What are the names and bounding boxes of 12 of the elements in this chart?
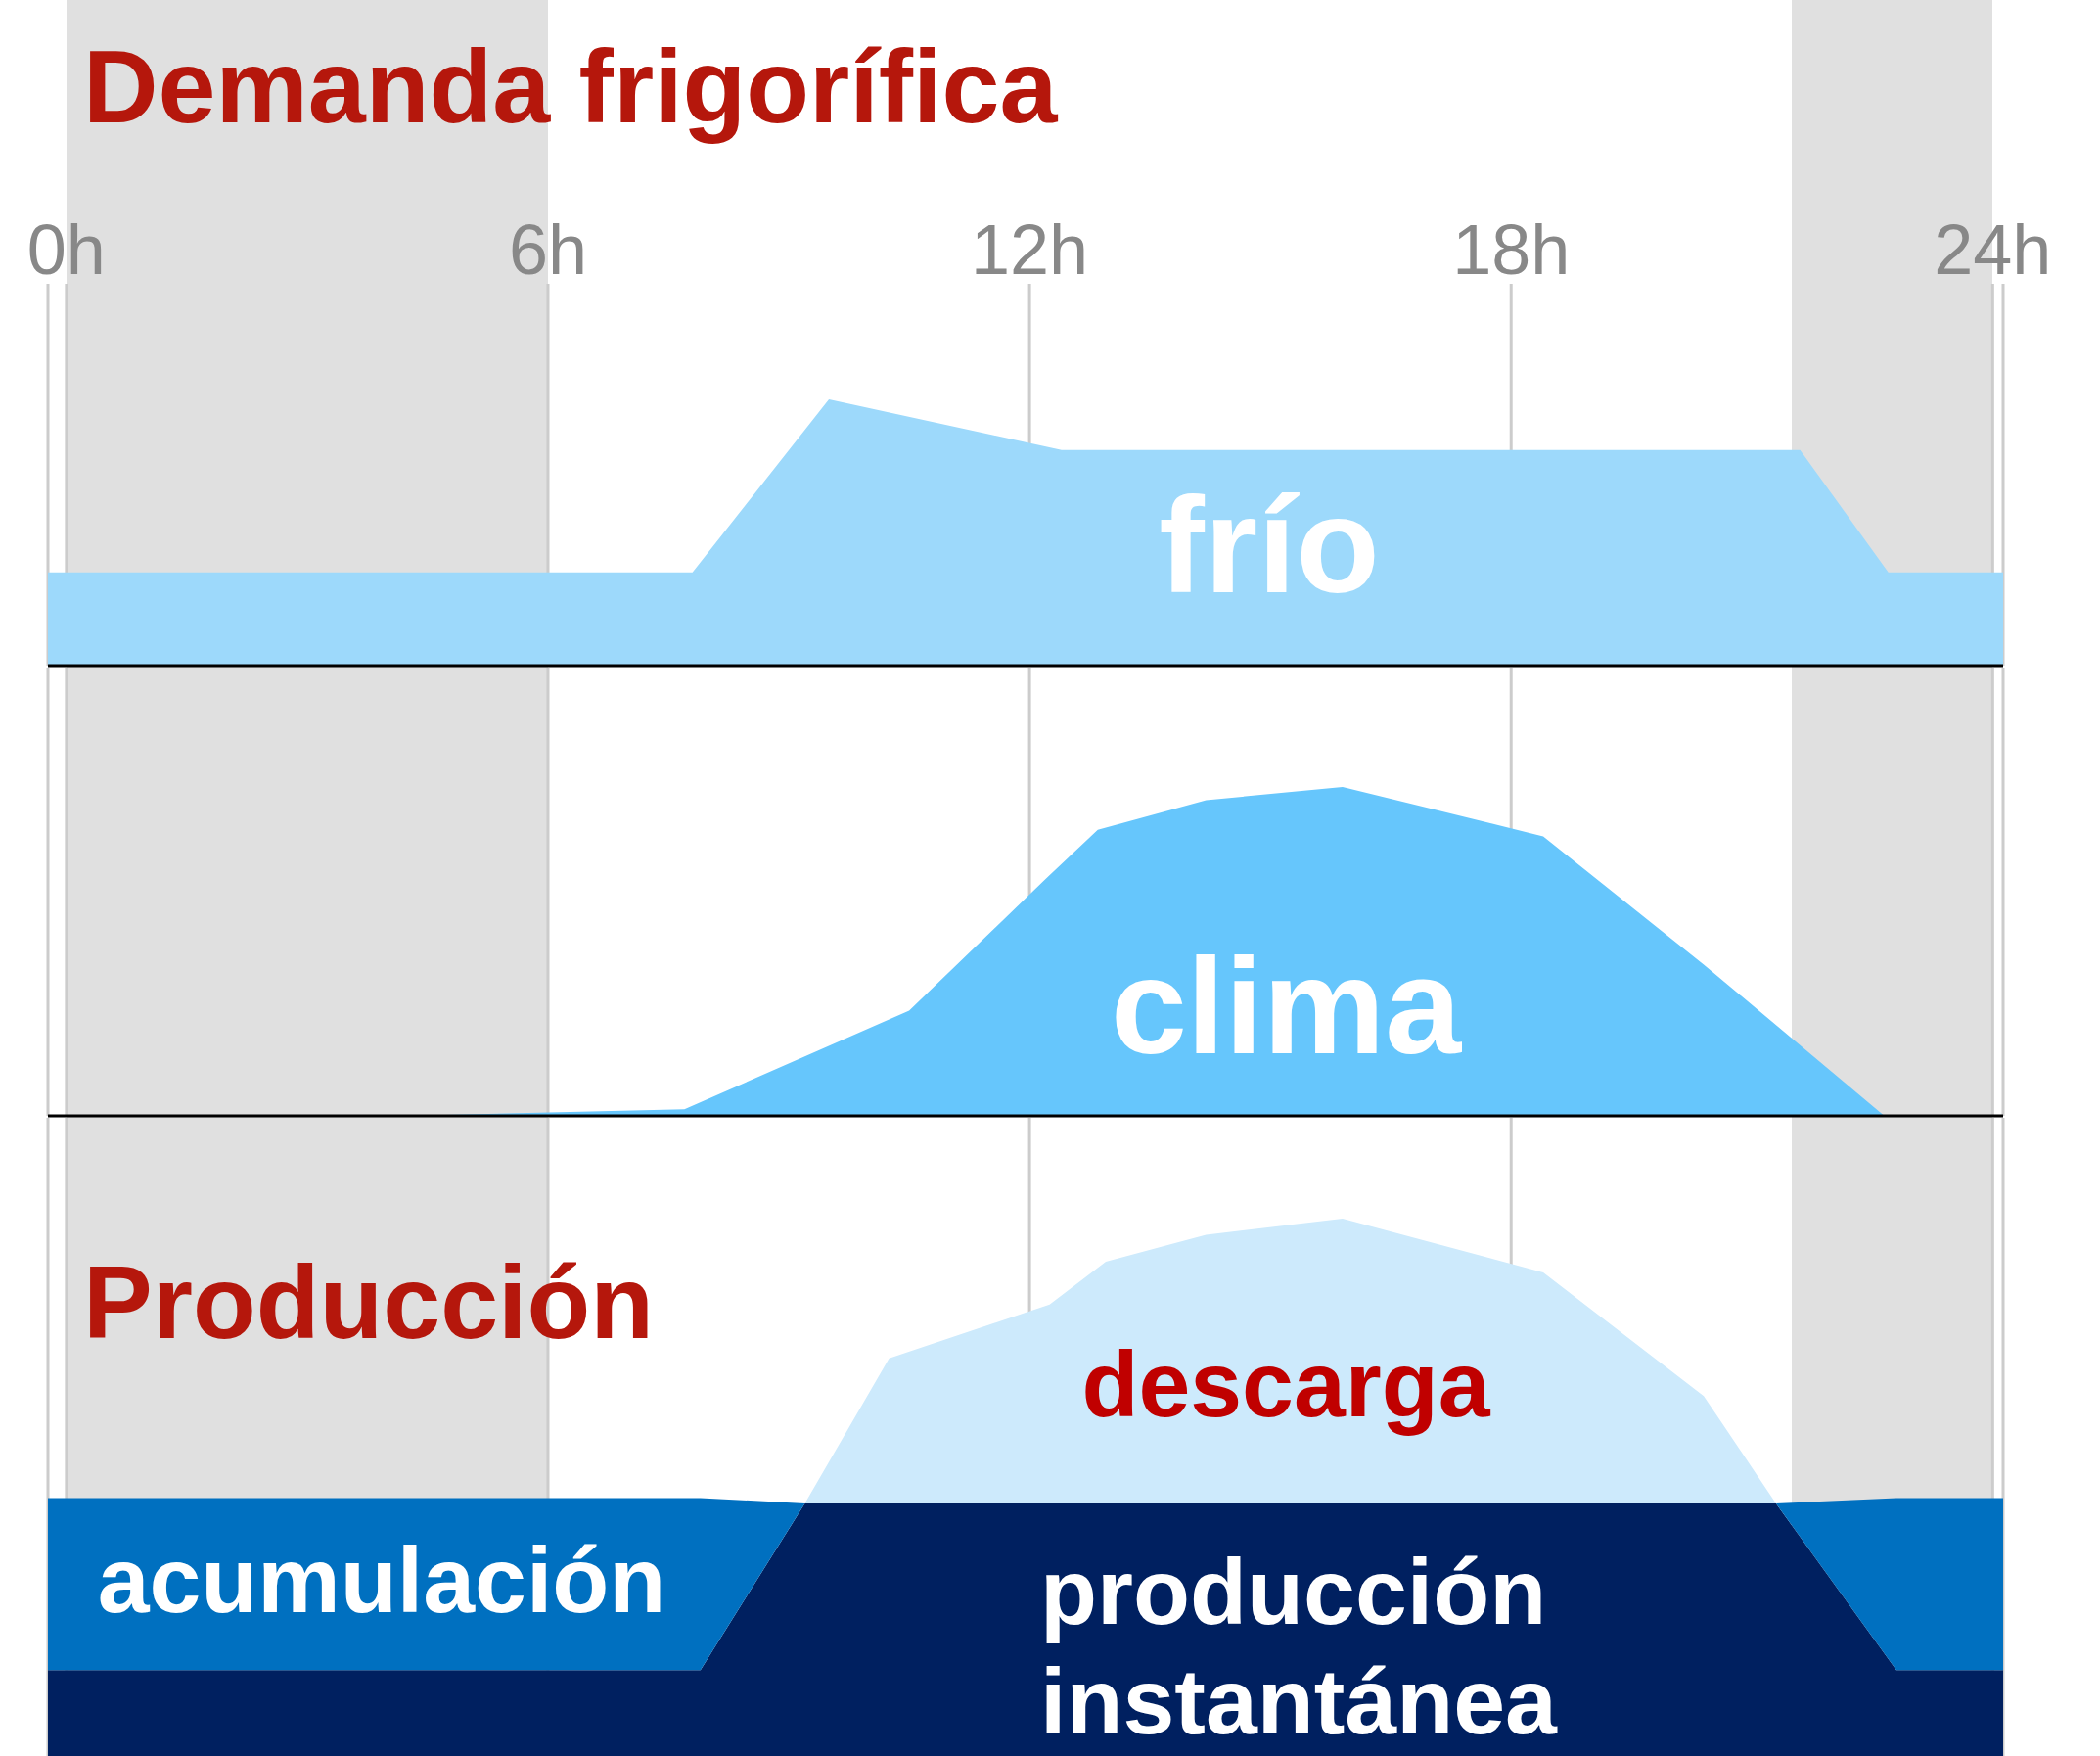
x-tick-label: 24h — [1934, 210, 2052, 289]
x-tick-label: 0h — [26, 210, 106, 289]
x-tick-label: 18h — [1452, 210, 1571, 289]
chart-title: Demanda frigorífica — [83, 28, 1058, 144]
series-label: frío — [1158, 467, 1381, 624]
x-tick-label: 12h — [971, 210, 1089, 289]
series-label: producción instantánea — [1040, 1538, 1559, 1755]
series-label: acumulación — [96, 1526, 667, 1634]
x-tick-label: 6h — [508, 210, 588, 289]
chart-title: Producción — [83, 1244, 655, 1360]
series-label: clima — [1110, 928, 1463, 1086]
series-label: descarga — [1080, 1330, 1492, 1438]
